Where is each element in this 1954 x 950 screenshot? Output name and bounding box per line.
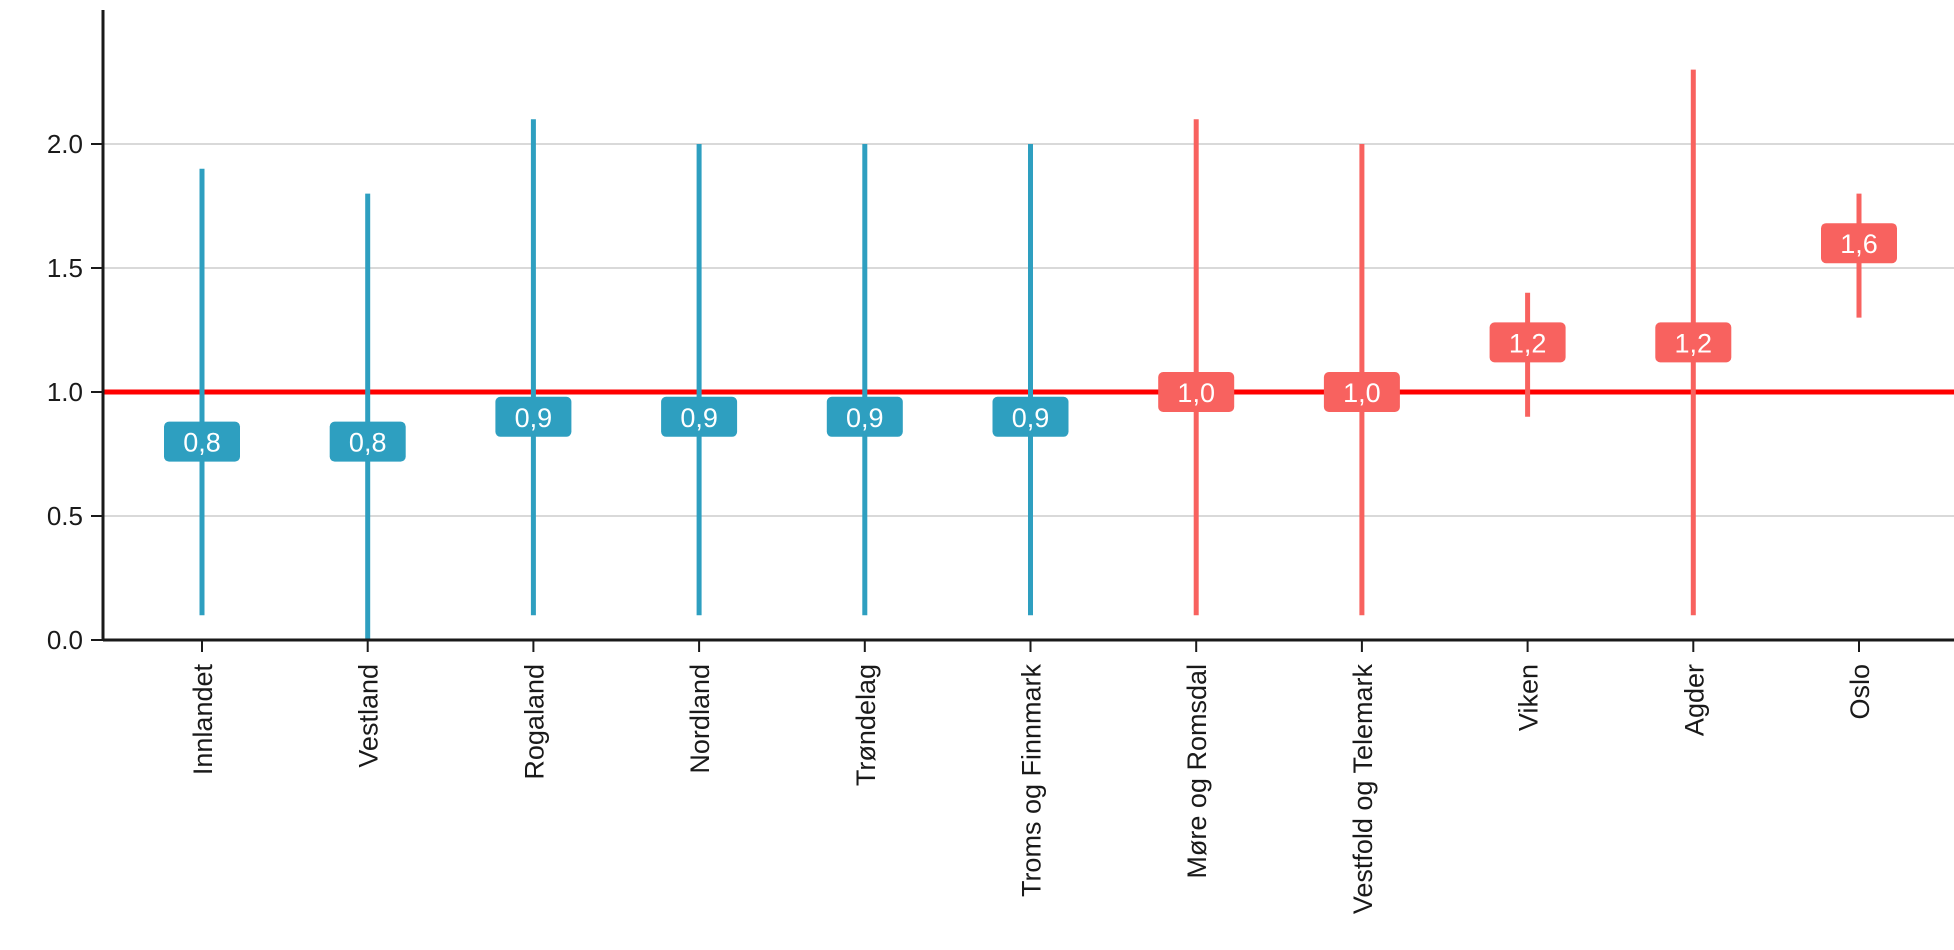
- y-tick-label: 0.0: [47, 625, 83, 655]
- value-label-box: [1655, 322, 1732, 363]
- value-label: 1,6: [1840, 229, 1878, 259]
- y-tick-label: 1.0: [47, 377, 83, 407]
- y-axis-ticks: 0.0 0.5 1.0 1.5 2.0: [47, 129, 103, 655]
- value-label-box: [164, 421, 240, 462]
- y-tick-label: 2.0: [47, 129, 83, 159]
- value-label: 0,9: [1012, 403, 1050, 433]
- x-tick-label: Agder: [1679, 664, 1709, 736]
- value-label-box: [992, 396, 1069, 437]
- value-label: 0,9: [680, 403, 718, 433]
- x-tick-label: Viken: [1514, 664, 1544, 731]
- x-tick-label: Vestfold og Telemark: [1348, 664, 1378, 915]
- value-label: 1,0: [1343, 378, 1381, 408]
- x-tick-label: Vestland: [354, 664, 384, 768]
- x-tick-label: Innlandet: [188, 664, 218, 776]
- value-label-box: [1821, 223, 1897, 264]
- value-label: 1,2: [1675, 328, 1713, 358]
- x-tick-label: Nordland: [685, 664, 715, 774]
- value-label: 1,2: [1509, 328, 1547, 358]
- value-label: 0,9: [515, 403, 553, 433]
- value-label-box: [495, 396, 572, 437]
- value-label: 0,8: [183, 428, 221, 458]
- interval-bars: [199, 69, 1862, 640]
- x-axis-ticks: Innlandet Vestland Rogaland Nordland Trøndel…: [188, 640, 1875, 914]
- x-tick-label: Troms og Finnmark: [1017, 664, 1047, 898]
- y-tick-label: 0.5: [47, 501, 83, 531]
- value-label-box: [329, 421, 406, 462]
- value-label-box: [1489, 322, 1566, 363]
- value-label: 0,8: [349, 428, 387, 458]
- value-label-box: [661, 396, 738, 437]
- x-tick-label: Trøndelag: [851, 664, 881, 786]
- value-labels: 0,8 0,8 0,9 0,9 0,9 0,9 1,0 1,0 1,2 1,2 1,6: [164, 223, 1897, 462]
- value-label: 0,9: [846, 403, 884, 433]
- y-tick-label: 1.5: [47, 253, 83, 283]
- x-tick-label: Rogaland: [519, 664, 549, 780]
- value-label-box: [826, 396, 903, 437]
- value-label-box: [1323, 372, 1400, 412]
- x-tick-label: Oslo: [1845, 664, 1875, 720]
- value-label: 1,0: [1177, 378, 1215, 408]
- value-label-box: [1158, 372, 1235, 412]
- x-tick-label: Møre og Romsdal: [1182, 664, 1212, 879]
